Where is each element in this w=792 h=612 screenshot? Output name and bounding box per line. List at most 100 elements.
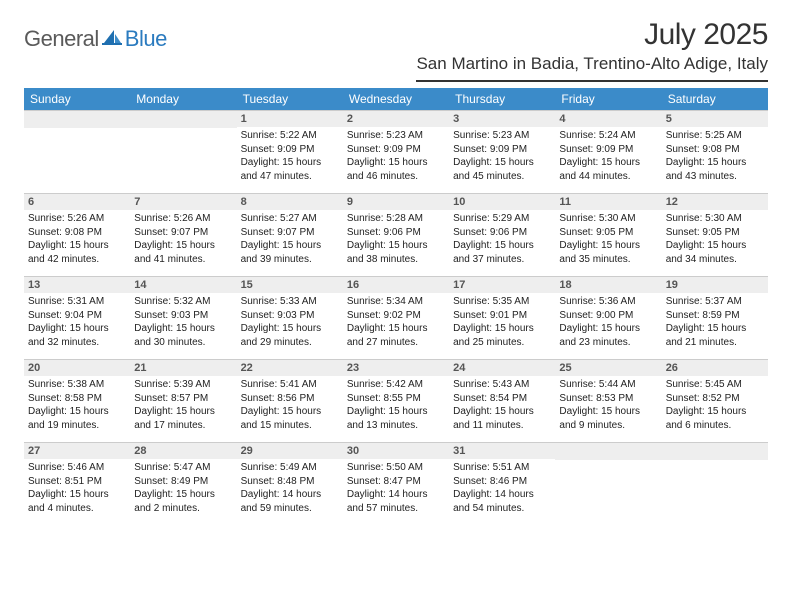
weekday-header: Friday: [555, 88, 661, 110]
logo-text-general: General: [24, 26, 99, 52]
day-number: 28: [130, 443, 236, 459]
day-body: Sunrise: 5:45 AMSunset: 8:52 PMDaylight:…: [662, 376, 768, 436]
day-cell: 11Sunrise: 5:30 AMSunset: 9:05 PMDayligh…: [555, 194, 661, 276]
day-body: Sunrise: 5:49 AMSunset: 8:48 PMDaylight:…: [237, 459, 343, 519]
day-cell: 20Sunrise: 5:38 AMSunset: 8:58 PMDayligh…: [24, 360, 130, 442]
day-cell: 7Sunrise: 5:26 AMSunset: 9:07 PMDaylight…: [130, 194, 236, 276]
day-number: 12: [662, 194, 768, 210]
day-cell: 4Sunrise: 5:24 AMSunset: 9:09 PMDaylight…: [555, 111, 661, 193]
day-cell: 2Sunrise: 5:23 AMSunset: 9:09 PMDaylight…: [343, 111, 449, 193]
day-cell: 13Sunrise: 5:31 AMSunset: 9:04 PMDayligh…: [24, 277, 130, 359]
day-number: 13: [24, 277, 130, 293]
day-number: 18: [555, 277, 661, 293]
day-number: 10: [449, 194, 555, 210]
day-number: 1: [237, 111, 343, 127]
weekday-header: Sunday: [24, 88, 130, 110]
day-body: Sunrise: 5:31 AMSunset: 9:04 PMDaylight:…: [24, 293, 130, 353]
title-block: July 2025 San Martino in Badia, Trentino…: [416, 18, 768, 82]
calendar-page: General Blue July 2025 San Martino in Ba…: [0, 0, 792, 525]
day-cell-empty: [662, 443, 768, 525]
day-number: [662, 443, 768, 460]
day-cell: 5Sunrise: 5:25 AMSunset: 9:08 PMDaylight…: [662, 111, 768, 193]
day-body: Sunrise: 5:37 AMSunset: 8:59 PMDaylight:…: [662, 293, 768, 353]
logo-text-blue: Blue: [125, 26, 167, 52]
day-cell: 30Sunrise: 5:50 AMSunset: 8:47 PMDayligh…: [343, 443, 449, 525]
week-row: 6Sunrise: 5:26 AMSunset: 9:08 PMDaylight…: [24, 193, 768, 276]
weekday-header: Tuesday: [237, 88, 343, 110]
day-number: 26: [662, 360, 768, 376]
day-cell: 21Sunrise: 5:39 AMSunset: 8:57 PMDayligh…: [130, 360, 236, 442]
weeks-container: 1Sunrise: 5:22 AMSunset: 9:09 PMDaylight…: [24, 110, 768, 525]
weekday-header: Monday: [130, 88, 236, 110]
weekday-header: Wednesday: [343, 88, 449, 110]
day-number: 17: [449, 277, 555, 293]
day-cell: 19Sunrise: 5:37 AMSunset: 8:59 PMDayligh…: [662, 277, 768, 359]
day-body: Sunrise: 5:26 AMSunset: 9:07 PMDaylight:…: [130, 210, 236, 270]
day-body: Sunrise: 5:50 AMSunset: 8:47 PMDaylight:…: [343, 459, 449, 519]
day-body: Sunrise: 5:30 AMSunset: 9:05 PMDaylight:…: [662, 210, 768, 270]
day-cell: 26Sunrise: 5:45 AMSunset: 8:52 PMDayligh…: [662, 360, 768, 442]
day-number: 8: [237, 194, 343, 210]
day-number: [24, 111, 130, 128]
day-number: 25: [555, 360, 661, 376]
day-body: Sunrise: 5:39 AMSunset: 8:57 PMDaylight:…: [130, 376, 236, 436]
day-cell: 6Sunrise: 5:26 AMSunset: 9:08 PMDaylight…: [24, 194, 130, 276]
day-body: Sunrise: 5:44 AMSunset: 8:53 PMDaylight:…: [555, 376, 661, 436]
weekday-header-row: SundayMondayTuesdayWednesdayThursdayFrid…: [24, 88, 768, 110]
day-number: 9: [343, 194, 449, 210]
day-body: Sunrise: 5:35 AMSunset: 9:01 PMDaylight:…: [449, 293, 555, 353]
day-number: 5: [662, 111, 768, 127]
day-number: 4: [555, 111, 661, 127]
week-row: 13Sunrise: 5:31 AMSunset: 9:04 PMDayligh…: [24, 276, 768, 359]
day-cell: 17Sunrise: 5:35 AMSunset: 9:01 PMDayligh…: [449, 277, 555, 359]
day-cell: 18Sunrise: 5:36 AMSunset: 9:00 PMDayligh…: [555, 277, 661, 359]
day-body: Sunrise: 5:23 AMSunset: 9:09 PMDaylight:…: [449, 127, 555, 187]
day-number: 20: [24, 360, 130, 376]
day-number: 6: [24, 194, 130, 210]
logo: General Blue: [24, 18, 167, 52]
day-cell: 24Sunrise: 5:43 AMSunset: 8:54 PMDayligh…: [449, 360, 555, 442]
day-body: Sunrise: 5:33 AMSunset: 9:03 PMDaylight:…: [237, 293, 343, 353]
day-body: Sunrise: 5:22 AMSunset: 9:09 PMDaylight:…: [237, 127, 343, 187]
page-header: General Blue July 2025 San Martino in Ba…: [24, 18, 768, 82]
day-body: [555, 460, 661, 466]
day-cell: 31Sunrise: 5:51 AMSunset: 8:46 PMDayligh…: [449, 443, 555, 525]
day-number: 31: [449, 443, 555, 459]
day-cell: 3Sunrise: 5:23 AMSunset: 9:09 PMDaylight…: [449, 111, 555, 193]
day-body: Sunrise: 5:26 AMSunset: 9:08 PMDaylight:…: [24, 210, 130, 270]
day-body: Sunrise: 5:32 AMSunset: 9:03 PMDaylight:…: [130, 293, 236, 353]
day-number: 23: [343, 360, 449, 376]
day-number: 15: [237, 277, 343, 293]
day-number: 19: [662, 277, 768, 293]
day-number: 30: [343, 443, 449, 459]
month-title: July 2025: [416, 18, 768, 52]
day-number: 27: [24, 443, 130, 459]
day-cell: 22Sunrise: 5:41 AMSunset: 8:56 PMDayligh…: [237, 360, 343, 442]
calendar-grid: SundayMondayTuesdayWednesdayThursdayFrid…: [24, 88, 768, 525]
day-cell: 23Sunrise: 5:42 AMSunset: 8:55 PMDayligh…: [343, 360, 449, 442]
day-number: 3: [449, 111, 555, 127]
day-body: [24, 128, 130, 134]
logo-sail-icon: [102, 28, 122, 51]
weekday-header: Saturday: [662, 88, 768, 110]
day-body: Sunrise: 5:27 AMSunset: 9:07 PMDaylight:…: [237, 210, 343, 270]
day-cell: 14Sunrise: 5:32 AMSunset: 9:03 PMDayligh…: [130, 277, 236, 359]
day-cell: 27Sunrise: 5:46 AMSunset: 8:51 PMDayligh…: [24, 443, 130, 525]
day-cell: 25Sunrise: 5:44 AMSunset: 8:53 PMDayligh…: [555, 360, 661, 442]
week-row: 1Sunrise: 5:22 AMSunset: 9:09 PMDaylight…: [24, 110, 768, 193]
day-body: [662, 460, 768, 466]
day-number: [555, 443, 661, 460]
day-cell: 12Sunrise: 5:30 AMSunset: 9:05 PMDayligh…: [662, 194, 768, 276]
day-number: 14: [130, 277, 236, 293]
day-cell-empty: [24, 111, 130, 193]
day-cell: 8Sunrise: 5:27 AMSunset: 9:07 PMDaylight…: [237, 194, 343, 276]
day-body: Sunrise: 5:29 AMSunset: 9:06 PMDaylight:…: [449, 210, 555, 270]
day-cell-empty: [555, 443, 661, 525]
day-number: 16: [343, 277, 449, 293]
day-cell-empty: [130, 111, 236, 193]
day-body: Sunrise: 5:30 AMSunset: 9:05 PMDaylight:…: [555, 210, 661, 270]
day-cell: 10Sunrise: 5:29 AMSunset: 9:06 PMDayligh…: [449, 194, 555, 276]
day-number: 21: [130, 360, 236, 376]
weekday-header: Thursday: [449, 88, 555, 110]
day-cell: 29Sunrise: 5:49 AMSunset: 8:48 PMDayligh…: [237, 443, 343, 525]
